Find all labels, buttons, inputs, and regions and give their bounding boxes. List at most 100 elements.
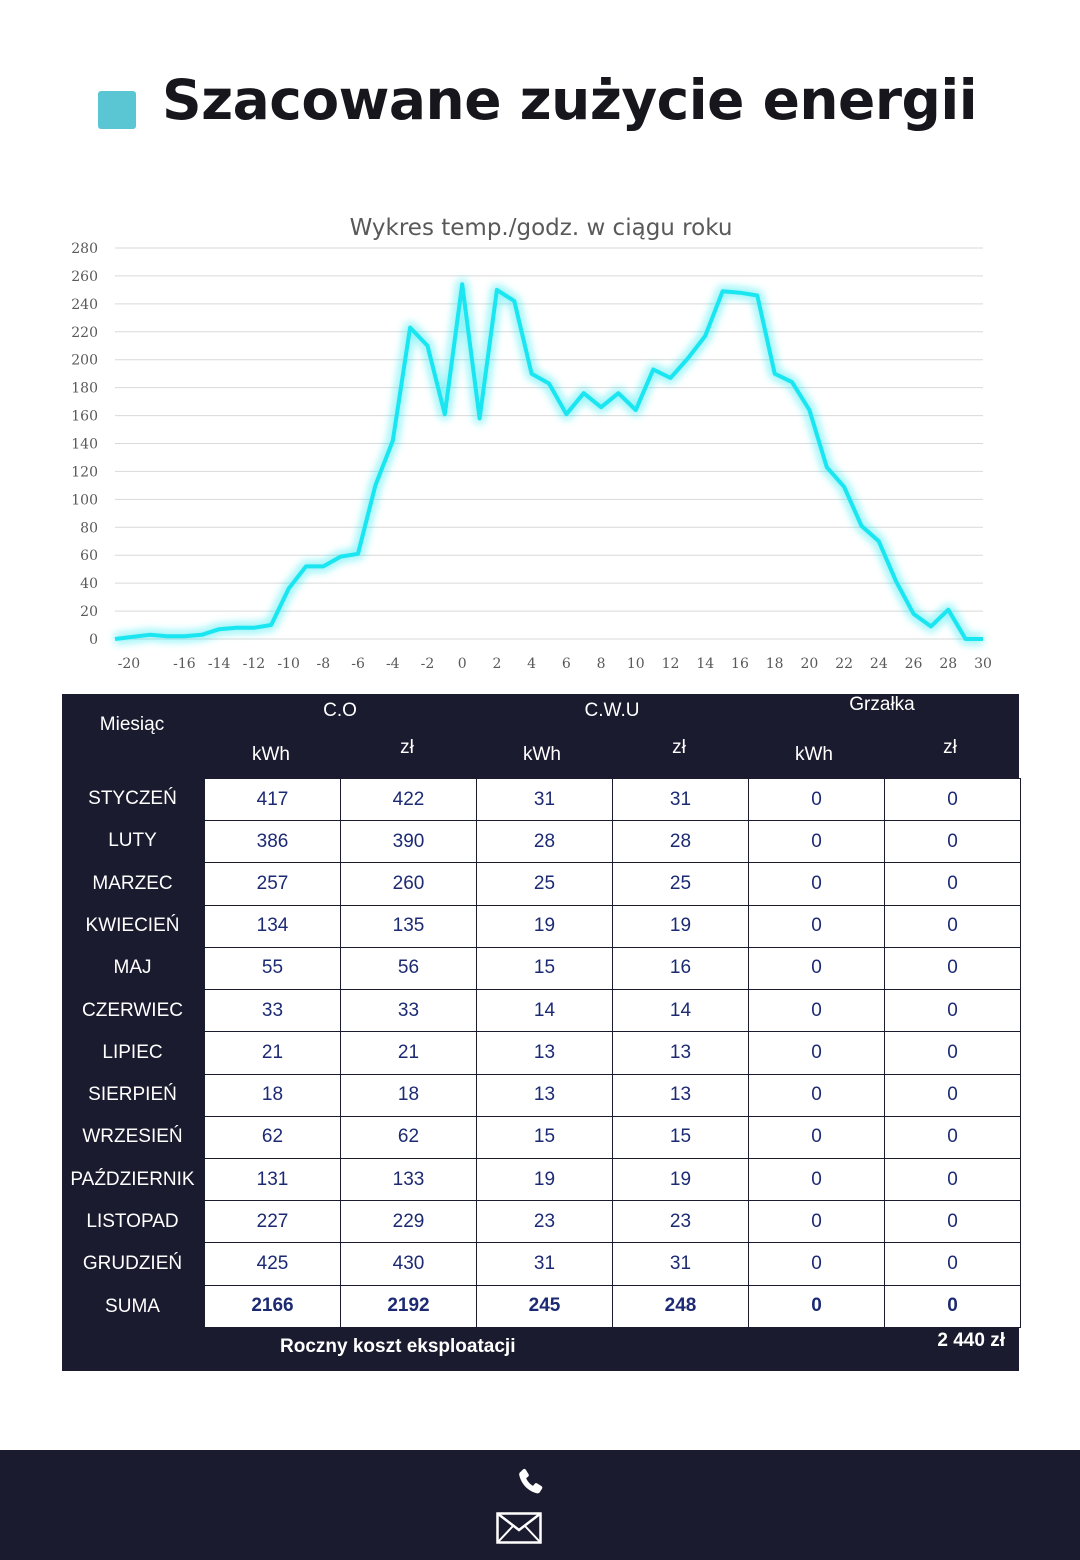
chart-title: Wykres temp./godz. w ciągu roku: [350, 215, 733, 241]
y-tick-label: 140: [71, 437, 98, 453]
table-cell: 15: [476, 1115, 613, 1159]
energy-table: Miesiąc C.O C.W.U Grzałka kWh zł kWh zł …: [62, 694, 1021, 1371]
y-tick-label: 40: [80, 576, 98, 592]
month-label: SIERPIEŃ: [88, 1084, 177, 1106]
month-label: LISTOPAD: [86, 1211, 179, 1232]
month-label: WRZESIEŃ: [82, 1126, 183, 1148]
table-cell: 13: [476, 1073, 613, 1117]
table-cell: 21: [204, 1031, 341, 1075]
y-tick-label: 100: [71, 492, 98, 508]
table-cell: 386: [204, 820, 341, 864]
table-cell: 19: [612, 1157, 749, 1202]
page-title: Szacowane zużycie energii: [162, 68, 978, 132]
table-cell: 135: [340, 904, 477, 948]
x-tick-label: 14: [696, 656, 714, 672]
table-cell: 0: [884, 820, 1021, 864]
phone-icon[interactable]: [514, 1465, 548, 1501]
table-cell: 430: [340, 1242, 477, 1286]
table-cell: 0: [884, 1242, 1021, 1286]
table-cell: 2192: [340, 1284, 477, 1329]
table-cell: 19: [476, 904, 613, 948]
table-cell: 229: [340, 1200, 477, 1244]
table-row: 55 56 15 16 0 0: [204, 946, 1021, 991]
table-row: 227 229 23 23 0 0: [204, 1200, 1021, 1244]
table-cell: 0: [884, 904, 1021, 948]
annual-cost-label: Roczny koszt eksploatacji: [280, 1336, 516, 1357]
mail-icon[interactable]: [496, 1512, 542, 1544]
table-cell: 28: [476, 820, 613, 864]
table-cell: 257: [204, 862, 341, 906]
series-line-glow: [114, 278, 983, 645]
x-tick-label: 24: [870, 656, 888, 672]
x-tick-label: -16: [173, 656, 196, 672]
group-header-co: C.O: [323, 700, 357, 721]
table-cell: 14: [612, 989, 749, 1033]
table-cell: 0: [748, 1115, 885, 1159]
annual-cost-value: 2 440 zł: [937, 1330, 1005, 1351]
page-header: Szacowane zużycie energii: [0, 0, 1080, 170]
table-cell: 62: [204, 1115, 341, 1159]
table-cell: 0: [884, 1200, 1021, 1244]
x-tick-label: 30: [974, 656, 992, 672]
table-cell: 134: [204, 904, 341, 948]
table-cell: 0: [748, 1157, 885, 1202]
y-tick-label: 80: [80, 520, 98, 536]
x-tick-label: 28: [939, 656, 957, 672]
table-cell: 19: [612, 904, 749, 948]
table-cell: 31: [612, 1242, 749, 1286]
table-cell: 13: [476, 1031, 613, 1075]
y-tick-label: 120: [71, 464, 98, 480]
table-cell: 19: [476, 1157, 613, 1202]
table-cell: 25: [476, 862, 613, 906]
sum-row: 2166 2192 245 248 0 0: [204, 1284, 1021, 1329]
table-cell: 15: [612, 1115, 749, 1159]
table-cell: 390: [340, 820, 477, 864]
table-cell: 33: [204, 989, 341, 1033]
table-cell: 0: [748, 1031, 885, 1075]
y-tick-label: 60: [80, 548, 98, 564]
table-cell: 0: [748, 1073, 885, 1117]
x-tick-label: 2: [492, 656, 501, 672]
table-row: 62 62 15 15 0 0: [204, 1115, 1021, 1159]
y-tick-label: 280: [71, 241, 98, 257]
table-cell: 18: [340, 1073, 477, 1117]
table-cell: 0: [748, 1200, 885, 1244]
table-cell: 2166: [204, 1284, 341, 1329]
table-row: 33 33 14 14 0 0: [204, 989, 1021, 1033]
table-cell: 18: [204, 1073, 341, 1117]
table-cell: 0: [748, 1284, 885, 1329]
y-tick-label: 0: [89, 632, 98, 648]
x-tick-label: 4: [527, 656, 536, 672]
table-cell: 25: [612, 862, 749, 906]
table-cell: 0: [748, 862, 885, 906]
group-header-grzalka: Grzałka: [849, 694, 915, 715]
table-cell: 0: [748, 820, 885, 864]
table-row: 18 18 13 13 0 0: [204, 1073, 1021, 1117]
x-tick-label: 16: [731, 656, 749, 672]
title-accent-square: [98, 91, 136, 129]
x-axis-ticks: -20 -16 -14 -12 -10 -8 -6 -4 -2 0 2 4 6 8 10 12 14 16 18 20…: [118, 656, 992, 672]
table-cell: 0: [884, 989, 1021, 1033]
x-tick-label: 20: [800, 656, 818, 672]
table-cell: 417: [204, 777, 341, 822]
table-cell: 0: [884, 946, 1021, 991]
x-tick-label: -8: [316, 656, 330, 672]
table-cell: 0: [884, 1031, 1021, 1075]
y-tick-label: 240: [71, 297, 98, 313]
unit-header: kWh: [252, 744, 290, 765]
y-tick-label: 160: [71, 409, 98, 425]
x-tick-label: -4: [386, 656, 400, 672]
month-label: MAJ: [113, 957, 152, 979]
month-label: LUTY: [108, 830, 157, 852]
y-tick-label: 20: [80, 604, 98, 620]
unit-header: kWh: [795, 744, 833, 765]
month-column-header: Miesiąc: [99, 714, 165, 735]
table-cell: 28: [612, 820, 749, 864]
x-tick-label: -2: [421, 656, 435, 672]
table-cell: 0: [884, 1073, 1021, 1117]
x-tick-label: -14: [208, 656, 231, 672]
table-cell: 0: [748, 904, 885, 948]
table-cell: 0: [884, 1284, 1021, 1329]
table-cell: 23: [476, 1200, 613, 1244]
table-row: 21 21 13 13 0 0: [204, 1031, 1021, 1075]
